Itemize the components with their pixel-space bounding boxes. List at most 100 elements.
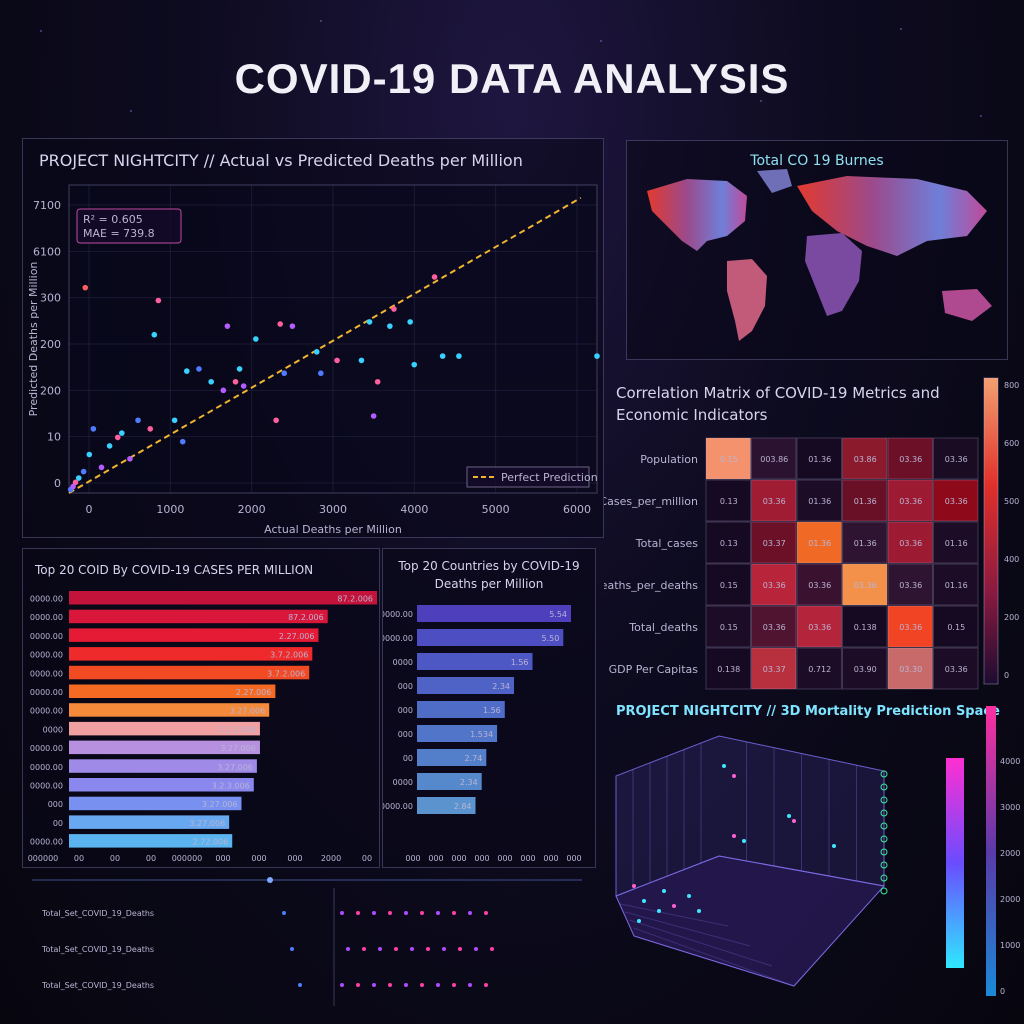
row-label: GDP Per Capitas <box>609 663 699 676</box>
scatter-point <box>431 274 438 280</box>
australia-shape <box>942 289 992 321</box>
bar-category-label: 0000.00 <box>30 613 63 622</box>
scatter-point <box>119 430 125 436</box>
cell-value: 03.36 <box>763 623 786 632</box>
timeline-dot <box>372 911 376 915</box>
y-tick-label: 6100 <box>33 245 61 258</box>
cell-value: 01.36 <box>808 497 831 506</box>
cell-value: 03.37 <box>763 665 786 674</box>
cell-value: 03.36 <box>899 539 922 548</box>
point-3d <box>657 909 661 913</box>
colorbar-tick-label: 3000 <box>1000 803 1020 812</box>
heatmap-cell <box>751 521 797 564</box>
bar <box>69 796 242 811</box>
timeline-panel: Total_Set_COVID_19_Deaths Total_Set_COVID… <box>22 870 596 1006</box>
scatter-point <box>240 383 247 389</box>
scatter-point <box>80 468 87 475</box>
cell-value: 03.86 <box>854 455 877 464</box>
heatmap-cell <box>887 437 933 480</box>
scatter-point <box>366 319 373 325</box>
bar-category-label: 0000.00 <box>30 744 63 753</box>
x-tick-label: 000 <box>287 854 302 863</box>
timeline-row-label: Total_Set_COVID_19_Deaths <box>41 909 154 918</box>
cell-value: 0.13 <box>720 497 738 506</box>
cell-value: 03.36 <box>945 665 968 674</box>
legend-marker <box>880 822 888 830</box>
surface3d-title: PROJECT NIGHTCITY // 3D Mortality Predic… <box>616 704 1000 719</box>
bar <box>417 701 505 718</box>
cell-value: 0.138 <box>854 623 877 632</box>
scatter-point <box>439 353 446 359</box>
x-tick-label: 000 <box>405 854 420 863</box>
bar <box>69 628 319 642</box>
south-america-shape <box>727 259 767 341</box>
bar <box>417 797 476 814</box>
bar <box>417 749 487 766</box>
colorbar-3d-secondary <box>986 706 996 996</box>
scatter-point <box>411 361 418 368</box>
timeline-row-label: Total_Set_COVID_19_Deaths <box>41 981 154 990</box>
bar-category-label: 0000.00 <box>30 632 63 641</box>
heatmap-cell <box>705 437 751 480</box>
row-label: Cases_per_million <box>604 495 698 508</box>
x-tick-label: 000000 <box>28 854 59 863</box>
bar <box>69 703 270 717</box>
cell-value: 01.36 <box>808 539 831 548</box>
bar-value-label: 3.27.006 <box>217 763 253 772</box>
bar-category-label: 0000.00 <box>30 838 63 847</box>
y-tick-label: 300 <box>40 292 61 305</box>
heatmap-cell <box>796 605 842 648</box>
bar2-title-line1: Top 20 Countries by COVID-19 <box>398 559 580 573</box>
heatmap-cell <box>842 521 888 564</box>
stats-text: MAE = 739.8 <box>83 227 155 240</box>
row-label: Total_cases <box>635 537 698 550</box>
bar-category-label: 0000.00 <box>383 610 413 619</box>
bar-value-label: 3.27.006 <box>202 800 238 809</box>
x-tick-label: 00 <box>110 854 120 863</box>
timeline-dot <box>490 947 494 951</box>
bar <box>69 740 260 755</box>
legend-marker <box>880 887 888 895</box>
bar <box>69 609 328 624</box>
legend-marker <box>880 874 888 882</box>
bar-category-label: 000 <box>398 706 413 715</box>
heatmap-cell <box>887 605 933 648</box>
timeline-dot <box>362 947 366 951</box>
scatter-point <box>70 483 76 490</box>
scatter-point <box>277 321 283 327</box>
cell-value: 03.36 <box>899 581 922 590</box>
bar-value-label: 3.7.2.006 <box>267 669 305 678</box>
colorbar-tick-label: 600 <box>1004 439 1019 448</box>
cell-value: 03.36 <box>763 497 786 506</box>
bar-value-label: 1.56 <box>511 658 529 667</box>
scatter-point <box>155 297 162 304</box>
scatter-point <box>86 451 93 458</box>
bar-value-label: 3.27.006 <box>230 707 266 716</box>
bar1-title: Top 20 COID By COVID-19 CASES PER MILLIO… <box>35 563 314 577</box>
scatter-point <box>334 357 340 364</box>
scatter-point <box>374 378 381 385</box>
cell-value: 03.36 <box>945 497 968 506</box>
x-tick-label: 000 <box>497 854 512 863</box>
africa-shape <box>805 233 862 316</box>
bar2-panel: Top 20 Countries by COVID-19 Deaths per … <box>382 548 596 868</box>
bar-category-label: 0000.00 <box>30 782 63 791</box>
heatmap-cell <box>842 647 888 690</box>
point-3d <box>687 894 691 898</box>
bar-value-label: 1.534 <box>470 730 493 739</box>
bar-value-label: 3.7.2.006 <box>270 651 308 660</box>
x-tick-label: 000 <box>566 854 581 863</box>
scatter-point <box>179 438 186 445</box>
timeline-dot <box>290 947 294 951</box>
bar-value-label: 2.34 <box>460 778 478 787</box>
heatmap-cell <box>842 563 888 606</box>
perfect-prediction-line <box>68 196 582 494</box>
bar <box>69 665 310 680</box>
x-tick-label: 1000 <box>156 503 184 516</box>
cell-value: 003.86 <box>760 455 788 464</box>
bar-category-label: 000 <box>398 730 413 739</box>
y-tick-label: 10 <box>47 431 61 444</box>
scatter-point <box>391 306 397 312</box>
timeline-chart: Total_Set_COVID_19_Deaths Total_Set_COVID… <box>32 877 582 1006</box>
